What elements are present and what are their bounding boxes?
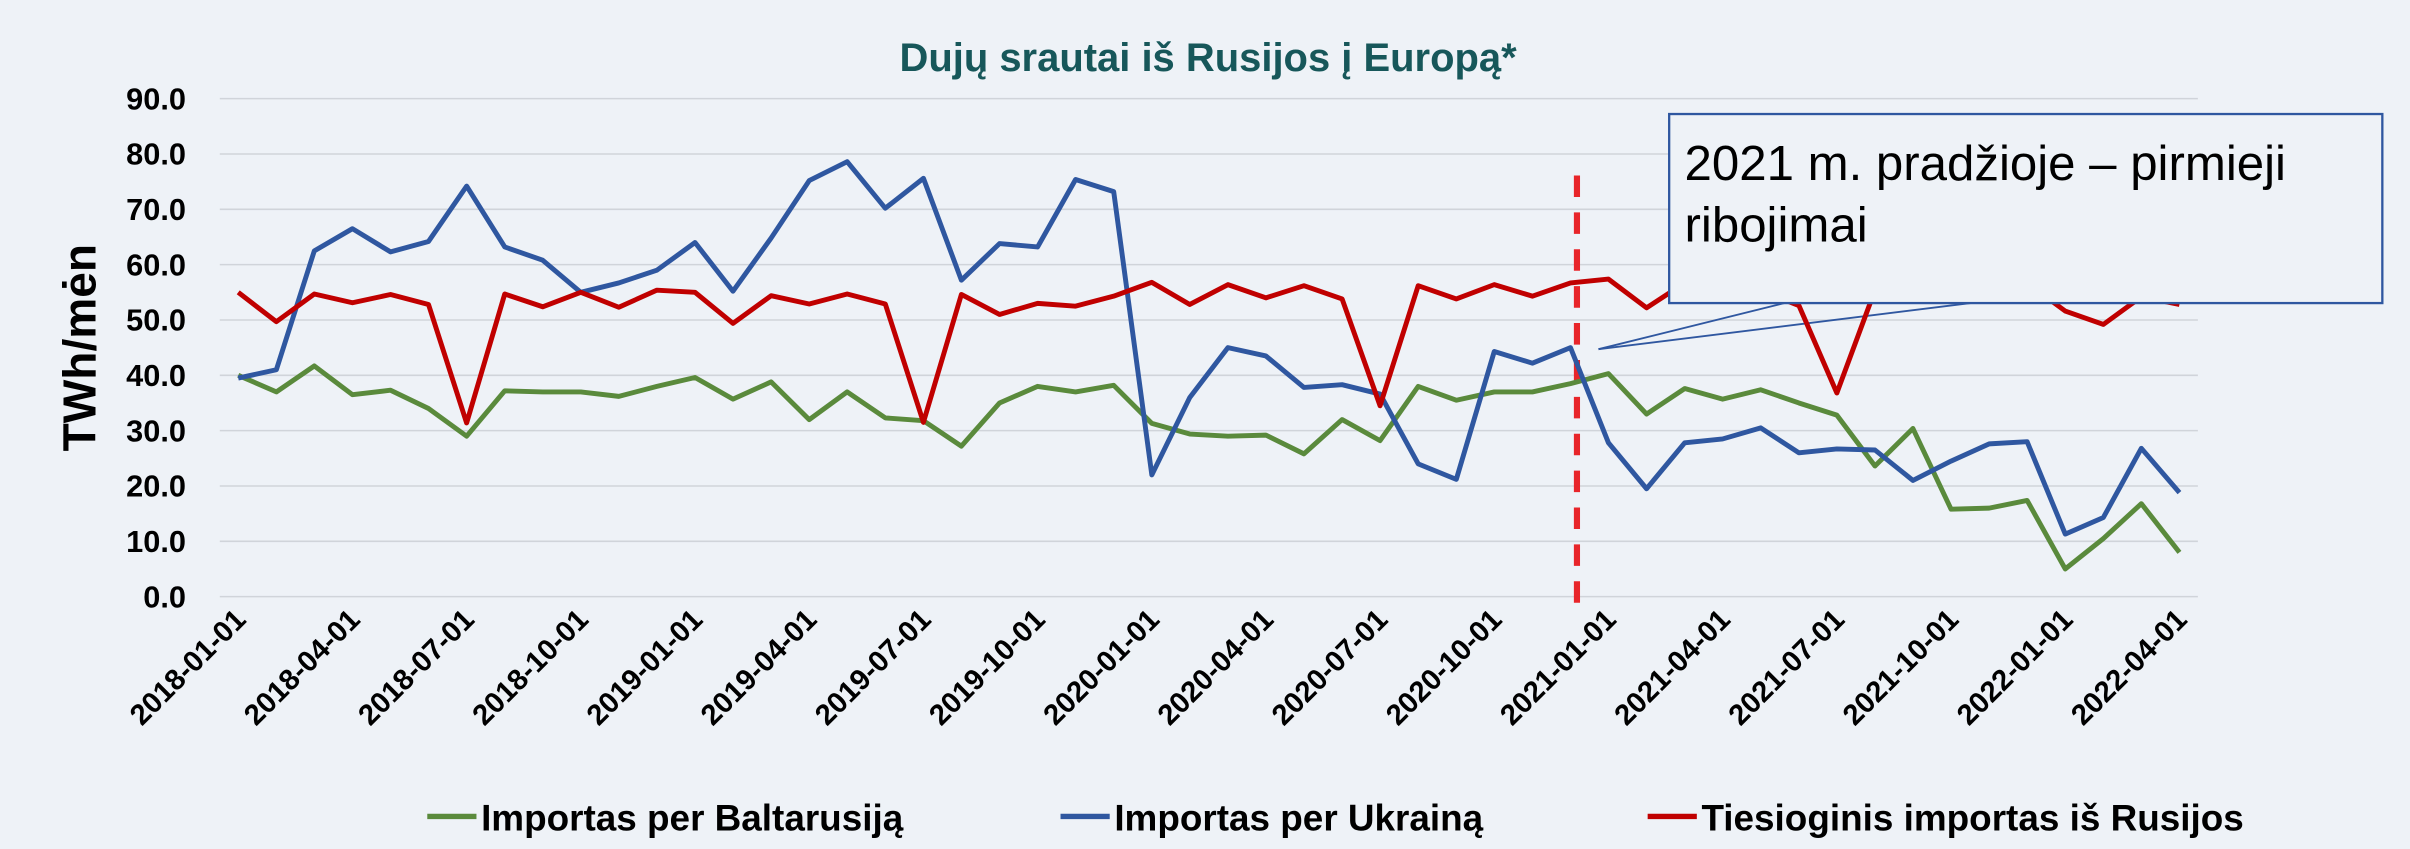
y-tick-label: 60.0 [126, 247, 186, 282]
y-tick-label: 20.0 [126, 469, 186, 504]
annotation-leader [1598, 300, 1983, 351]
legend-label: Importas per Ukrainą [1114, 797, 1483, 838]
annotation: 2021 m. pradžioje – pirmieji ribojimai [1684, 135, 2286, 253]
y-tick-label: 30.0 [126, 413, 186, 448]
annotation-leader [1598, 300, 1791, 351]
y-tick-label: 50.0 [126, 303, 186, 338]
series-line [237, 363, 2182, 572]
annotation-text: 2021 m. pradžioje – pirmieji ribojimai [1684, 135, 2286, 253]
annotation-box [1668, 112, 2384, 305]
y-tick-label: 0.0 [143, 579, 186, 614]
series-line [236, 276, 2180, 426]
legend-label: Tiesioginis importas iš Rusijos [1701, 797, 2243, 838]
series-line [237, 159, 2182, 537]
y-tick-label: 70.0 [126, 192, 186, 227]
y-tick-label: 10.0 [126, 524, 186, 559]
y-axis-label: TWh/mėn [53, 244, 105, 451]
y-tick-label: 80.0 [126, 137, 186, 172]
y-tick-label: 40.0 [126, 358, 186, 393]
legend-label: Importas per Baltarusiją [481, 797, 904, 838]
y-tick-label: 90.0 [126, 81, 186, 116]
chart-title: Dujų srautai iš Rusijos į Europą* [899, 36, 1517, 80]
